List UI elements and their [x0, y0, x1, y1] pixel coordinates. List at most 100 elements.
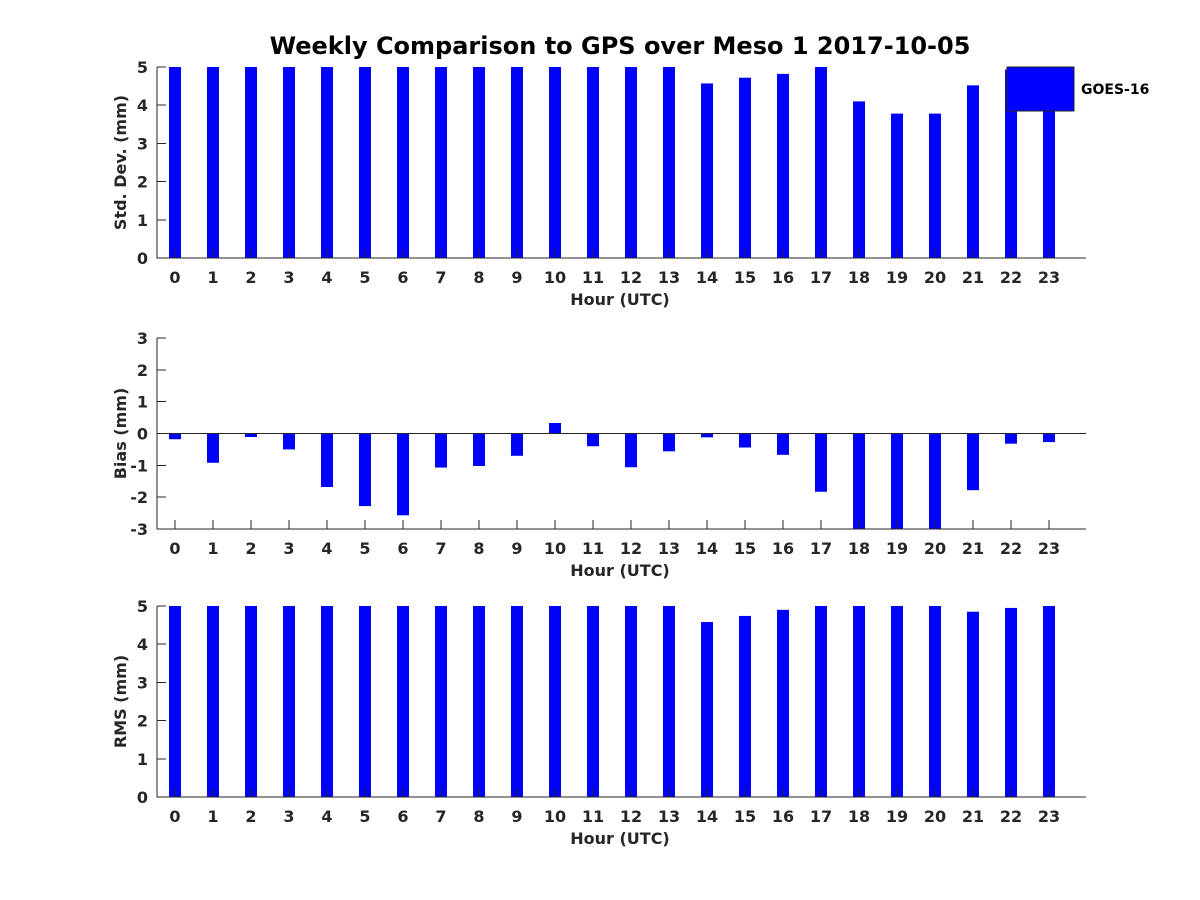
- rms-xtick-label: 19: [886, 807, 908, 826]
- rms-xtick-label: 14: [696, 807, 718, 826]
- bias-xtick-label: 18: [848, 539, 870, 558]
- bias-bar: [359, 433, 371, 507]
- rms-bar: [511, 606, 523, 797]
- bias-xtick-label: 0: [169, 539, 180, 558]
- std-dev-xtick-label: 15: [734, 268, 756, 287]
- rms-xtick-label: 15: [734, 807, 756, 826]
- bias-xtick-label: 8: [473, 539, 484, 558]
- bias-xtick-label: 19: [886, 539, 908, 558]
- std-dev-xtick-label: 2: [245, 268, 256, 287]
- std-dev-bar: [359, 67, 371, 258]
- bias-bar: [929, 433, 941, 529]
- std-dev-bar: [739, 77, 751, 258]
- std-dev-bar: [891, 113, 903, 258]
- std-dev-bar: [663, 67, 675, 258]
- bias-xtick-label: 7: [435, 539, 446, 558]
- std-dev-ylabel: Std. Dev. (mm): [111, 95, 130, 230]
- std-dev-xtick-label: 19: [886, 268, 908, 287]
- std-dev-xtick-label: 9: [511, 268, 522, 287]
- std-dev-bar: [283, 67, 295, 258]
- std-dev-bar: [701, 83, 713, 259]
- legend-swatch: [1006, 66, 1075, 112]
- bias-bar: [587, 433, 599, 447]
- rms-bar: [1005, 607, 1017, 797]
- bias-xtick-label: 4: [321, 539, 332, 558]
- bias-xtick-label: 22: [1000, 539, 1022, 558]
- rms-axes: [156, 606, 1086, 798]
- rms-bar: [739, 615, 751, 797]
- std-dev-bar: [1043, 67, 1055, 258]
- std-dev-xtick-label: 6: [397, 268, 408, 287]
- rms-bar: [891, 606, 903, 797]
- std-dev-xtick-label: 13: [658, 268, 680, 287]
- rms-bar: [245, 606, 257, 797]
- rms-ytick-label: 2: [137, 712, 148, 731]
- bias-bar: [701, 433, 713, 438]
- bias-ylabel: Bias (mm): [111, 388, 130, 480]
- bias-ytick-label: 2: [137, 361, 148, 380]
- rms-bar: [815, 606, 827, 797]
- rms-ytick-label: 4: [137, 635, 148, 654]
- bias-bar: [967, 433, 979, 491]
- rms-bar: [777, 609, 789, 797]
- bias-bar: [473, 433, 485, 466]
- rms-xtick-label: 12: [620, 807, 642, 826]
- std-dev-xtick-label: 10: [544, 268, 566, 287]
- std-dev-ytick-label: 3: [137, 134, 148, 153]
- bias-ytick-label: -3: [130, 520, 148, 539]
- std-dev-bar: [777, 73, 789, 258]
- rms-xtick-label: 18: [848, 807, 870, 826]
- bias-xtick-label: 16: [772, 539, 794, 558]
- bias-xtick-label: 17: [810, 539, 832, 558]
- std-dev-xtick-label: 23: [1038, 268, 1060, 287]
- bias-xtick-label: 6: [397, 539, 408, 558]
- bias-xtick-label: 12: [620, 539, 642, 558]
- rms-xtick-label: 7: [435, 807, 446, 826]
- rms-bar: [397, 606, 409, 797]
- std-dev-bar: [587, 67, 599, 258]
- std-dev-ytick-label: 5: [137, 58, 148, 77]
- bias-xtick-label: 20: [924, 539, 946, 558]
- rms-ytick-label: 0: [137, 788, 148, 807]
- rms-xtick-label: 2: [245, 807, 256, 826]
- bias-bar: [853, 433, 865, 529]
- rms-xtick-label: 1: [207, 807, 218, 826]
- std-dev-xtick-label: 20: [924, 268, 946, 287]
- std-dev-xtick-label: 3: [283, 268, 294, 287]
- rms-xtick-label: 5: [359, 807, 370, 826]
- std-dev-xlabel: Hour (UTC): [570, 290, 670, 309]
- std-dev-axes: [156, 67, 1086, 259]
- rms-bar: [587, 606, 599, 797]
- bias-bar: [1043, 433, 1055, 443]
- std-dev-xtick-label: 21: [962, 268, 984, 287]
- rms-bar: [1043, 606, 1055, 797]
- rms-xlabel: Hour (UTC): [570, 829, 670, 848]
- rms-xtick-label: 3: [283, 807, 294, 826]
- std-dev-bar: [245, 67, 257, 258]
- bias-ytick-label: -1: [130, 456, 148, 475]
- std-dev-xtick-label: 14: [696, 268, 718, 287]
- rms-ytick-label: 5: [137, 597, 148, 616]
- rms-xtick-label: 23: [1038, 807, 1060, 826]
- bias-bar: [435, 433, 447, 468]
- bias-xtick-label: 14: [696, 539, 718, 558]
- bias-bar: [511, 433, 523, 456]
- rms-bar: [967, 611, 979, 797]
- std-dev-bar: [625, 67, 637, 258]
- std-dev-xtick-label: 12: [620, 268, 642, 287]
- std-dev-bar: [967, 85, 979, 258]
- chart-title: Weekly Comparison to GPS over Meso 1 201…: [270, 32, 971, 60]
- bias-xtick-label: 13: [658, 539, 680, 558]
- std-dev-xtick-label: 11: [582, 268, 604, 287]
- rms-xtick-label: 13: [658, 807, 680, 826]
- rms-xtick-label: 6: [397, 807, 408, 826]
- bias-bar: [891, 433, 903, 529]
- std-dev-bar: [1005, 69, 1017, 258]
- std-dev-xtick-label: 8: [473, 268, 484, 287]
- bias-ytick-label: 3: [137, 329, 148, 348]
- rms-xtick-label: 20: [924, 807, 946, 826]
